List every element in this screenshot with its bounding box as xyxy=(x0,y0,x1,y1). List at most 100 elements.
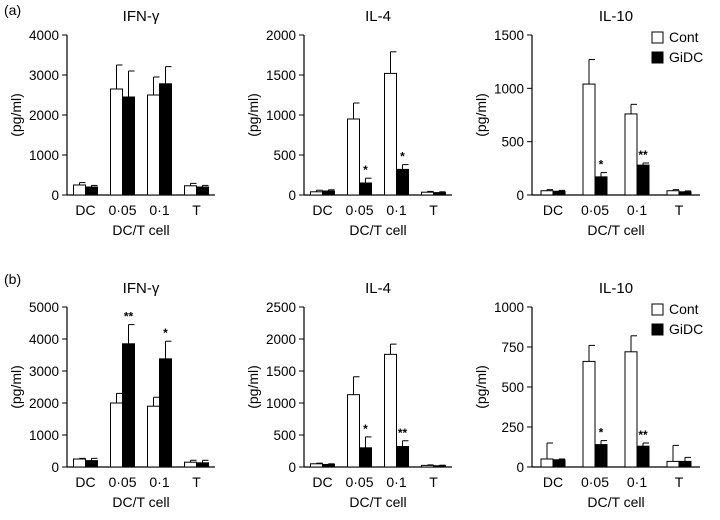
significance-marker: * xyxy=(400,150,405,164)
y-axis-label: (pg/ml) xyxy=(8,365,24,409)
x-tick-label: 0·05 xyxy=(581,474,609,490)
y-tick-label: 0 xyxy=(51,460,59,475)
y-tick-label: 1000 xyxy=(494,300,524,315)
y-tick-label: 3000 xyxy=(29,364,59,379)
bar-cont-3 xyxy=(384,353,397,468)
y-tick-label: 0 xyxy=(51,188,59,203)
y-tick-label: 500 xyxy=(501,135,524,150)
y-tick-label: 1000 xyxy=(266,396,296,411)
x-tick-label: 0·05 xyxy=(345,202,373,218)
bar-gidc-3 xyxy=(636,164,650,196)
y-tick-label: 500 xyxy=(501,380,524,395)
bar-gidc-3 xyxy=(396,168,409,196)
x-axis-label: DC/T cell xyxy=(349,494,406,510)
y-tick-label: 500 xyxy=(273,148,296,163)
bar-cont-3 xyxy=(147,405,160,468)
bar-cont-3 xyxy=(147,94,160,196)
bar-cont-2 xyxy=(347,394,360,468)
legend: Cont GiDC xyxy=(651,29,703,65)
bar-gidc-1 xyxy=(552,190,566,196)
x-tick-label: 0·1 xyxy=(627,202,647,218)
y-axis-label: (pg/ml) xyxy=(473,93,489,137)
x-tick-label: DC xyxy=(312,202,332,218)
bar-gidc-1 xyxy=(552,459,566,468)
y-tick-label: 1000 xyxy=(29,148,59,163)
bar-cont-2 xyxy=(582,360,596,468)
bar-cont-4 xyxy=(421,191,434,196)
y-tick-label: 0 xyxy=(288,188,296,203)
legend-label-gidc: GiDC xyxy=(669,49,703,65)
bar-gidc-4 xyxy=(433,192,446,196)
y-tick-label: 250 xyxy=(501,420,524,435)
bar-cont-4 xyxy=(666,460,680,468)
chart-panel-3: IL-10 0 500 1000 1500 (pg/ml) DC * 0·05 ** 0·1 T DC/… xyxy=(473,8,703,238)
y-tick-label: 1500 xyxy=(266,68,296,83)
x-axis-label: DC/T cell xyxy=(112,494,169,510)
chart-panel-2: IL-4 0 500 1000 1500 2000 (pg/ml) DC * 0·05 * 0·1 T D… xyxy=(245,8,452,238)
chart-title: IFN-γ xyxy=(123,280,160,297)
bar-cont-2 xyxy=(582,83,596,196)
x-tick-label: DC xyxy=(543,202,563,218)
x-tick-label: DC xyxy=(312,474,332,490)
y-tick-label: 1000 xyxy=(266,108,296,123)
x-axis-label: DC/T cell xyxy=(349,222,406,238)
bar-cont-1 xyxy=(310,463,323,468)
x-tick-label: 0·1 xyxy=(627,474,647,490)
significance-marker: * xyxy=(363,163,368,177)
bar-cont-3 xyxy=(624,113,638,196)
x-tick-label: DC xyxy=(543,474,563,490)
legend-swatch-gidc xyxy=(651,51,664,64)
y-tick-label: 2000 xyxy=(29,108,59,123)
bar-cont-1 xyxy=(540,190,554,196)
significance-marker: * xyxy=(163,326,168,340)
x-axis-label: DC/T cell xyxy=(112,222,169,238)
bar-gidc-1 xyxy=(322,463,335,468)
x-tick-label: DC xyxy=(75,474,95,490)
bar-cont-3 xyxy=(384,72,397,196)
y-tick-label: 1500 xyxy=(266,364,296,379)
legend-swatch-cont xyxy=(651,31,664,44)
x-tick-label: 0·1 xyxy=(149,474,169,490)
x-tick-label: 0·05 xyxy=(581,202,609,218)
bar-gidc-2 xyxy=(122,343,135,468)
bar-gidc-2 xyxy=(594,444,608,468)
y-axis-label: (pg/ml) xyxy=(8,93,24,137)
bar-gidc-3 xyxy=(396,446,409,468)
chart-panel-5: IL-4 0 500 1000 1500 2000 2500 (pg/ml) DC * 0·05 **… xyxy=(245,280,452,510)
significance-marker: ** xyxy=(398,426,408,440)
bar-cont-3 xyxy=(624,351,638,468)
x-tick-label: T xyxy=(429,202,438,218)
y-tick-label: 500 xyxy=(273,428,296,443)
chart-title: IL-10 xyxy=(599,280,633,297)
bar-cont-2 xyxy=(110,402,123,468)
x-tick-label: T xyxy=(429,474,438,490)
bar-cont-4 xyxy=(184,185,197,196)
bar-cont-1 xyxy=(540,458,554,468)
significance-marker: * xyxy=(599,426,604,440)
y-tick-label: 2500 xyxy=(266,300,296,315)
y-tick-label: 2000 xyxy=(266,332,296,347)
bar-cont-1 xyxy=(73,458,86,468)
y-tick-label: 0 xyxy=(288,460,296,475)
bar-gidc-3 xyxy=(636,445,650,468)
x-tick-label: 0·05 xyxy=(108,474,136,490)
bar-gidc-4 xyxy=(678,460,692,468)
significance-marker: ** xyxy=(638,148,648,162)
x-tick-label: T xyxy=(192,474,201,490)
y-tick-label: 1000 xyxy=(29,428,59,443)
y-tick-label: 0 xyxy=(516,188,524,203)
bar-cont-2 xyxy=(347,118,360,196)
x-tick-label: 0·1 xyxy=(386,202,406,218)
y-tick-label: 4000 xyxy=(29,332,59,347)
y-tick-label: 4000 xyxy=(29,28,59,43)
significance-marker: * xyxy=(363,422,368,436)
legend-label-cont: Cont xyxy=(669,301,699,317)
chart-title: IL-4 xyxy=(365,280,391,297)
bar-cont-1 xyxy=(73,184,86,196)
bar-gidc-1 xyxy=(322,190,335,196)
y-tick-label: 750 xyxy=(501,340,524,355)
y-tick-label: 2000 xyxy=(29,396,59,411)
legend: Cont GiDC xyxy=(651,301,703,337)
panel-label: (a) xyxy=(4,2,21,18)
